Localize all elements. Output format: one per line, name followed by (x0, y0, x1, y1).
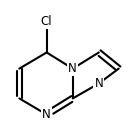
Text: N: N (68, 62, 77, 75)
Text: Cl: Cl (41, 15, 52, 28)
Text: N: N (42, 108, 51, 121)
Text: N: N (94, 77, 103, 90)
